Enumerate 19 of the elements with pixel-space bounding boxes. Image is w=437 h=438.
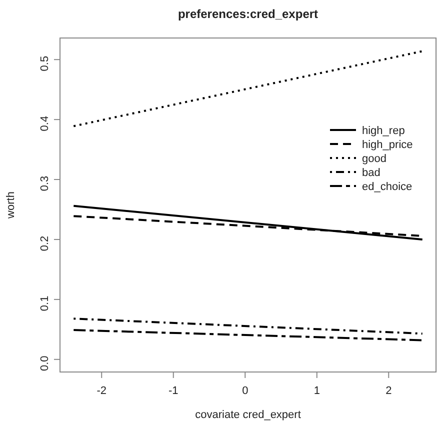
x-tick-label: 2 xyxy=(386,384,392,397)
x-tick-label: 0 xyxy=(242,384,248,397)
legend-label: bad xyxy=(362,167,380,179)
y-tick-label: 0.5 xyxy=(38,56,51,72)
y-tick-label: 0.0 xyxy=(38,356,51,372)
x-tick-label: 1 xyxy=(314,384,320,397)
legend-label: high_rep xyxy=(362,125,405,137)
y-tick-label: 0.1 xyxy=(38,296,51,312)
chart-title: preferences:cred_expert xyxy=(178,7,318,21)
legend-label: good xyxy=(362,153,386,165)
y-tick-label: 0.2 xyxy=(38,236,51,252)
x-tick-label: -2 xyxy=(96,384,107,397)
y-axis-title: worth xyxy=(5,192,17,220)
y-tick-label: 0.4 xyxy=(38,116,51,132)
legend-label: high_price xyxy=(362,139,413,151)
y-tick-label: 0.3 xyxy=(38,176,51,192)
x-axis-title: covariate cred_expert xyxy=(195,409,301,421)
x-tick-label: -1 xyxy=(168,384,178,397)
legend-label: ed_choice xyxy=(362,181,412,193)
